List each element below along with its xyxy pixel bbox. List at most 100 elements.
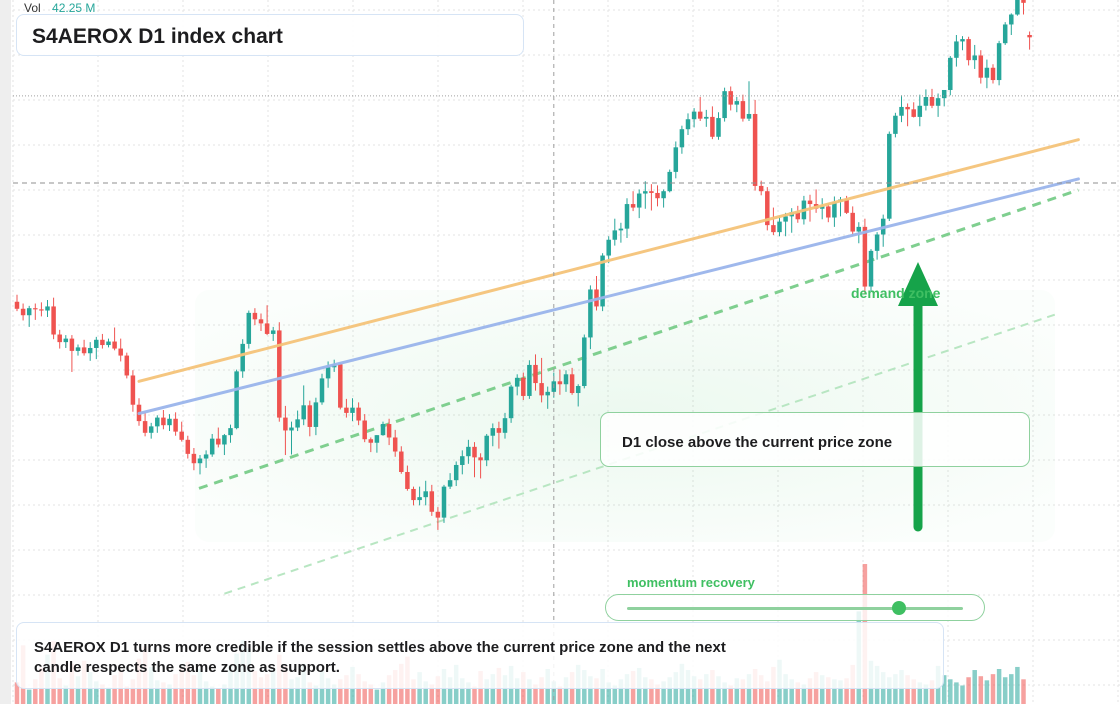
candle-body [740,101,746,119]
volume-bar [539,677,544,704]
volume-bar [124,686,130,704]
note-text: S4AEROX D1 turns more credible if the se… [34,639,726,676]
volume-bar [563,677,569,704]
candle-body [39,309,44,311]
candle-body [508,386,514,419]
candle-body [386,424,392,438]
volume-bar [691,676,697,704]
volume-bar [26,689,32,704]
volume-bar [435,676,441,704]
volume-bar [905,675,910,704]
volume-bar [954,682,959,704]
candle-body [1015,0,1020,15]
volume-bar [960,685,965,704]
candle-body [392,437,398,452]
volume-bar [1015,666,1020,704]
candle-body [935,98,941,106]
volume-bar [765,681,770,704]
volume-bar [893,674,898,704]
momentum-slider-knob[interactable] [892,601,907,615]
candle-body [118,348,123,356]
candle-body [57,334,62,343]
volume-bar [344,675,349,704]
volume-bar [801,684,807,704]
arrow-head [898,262,938,306]
title-panel: S4AEROX D1 index chart [16,14,524,56]
volume-bar [941,675,947,704]
candle-body [514,377,520,387]
candle-body [966,39,971,61]
candle-body [783,216,788,222]
candle-body [1027,35,1032,38]
volume-bar [100,684,105,704]
candle-body [856,226,862,232]
candle-body [246,312,252,344]
volume-bar [155,680,160,704]
candle-body [234,371,239,429]
candle-body [655,192,660,199]
candle-body [697,111,703,119]
volume-bar [331,684,337,704]
candle-body [94,339,99,348]
candle-body [691,111,697,120]
candle-body [484,435,489,461]
candle-body [252,312,258,320]
candle-body [240,343,245,372]
candle-body [582,337,587,386]
candle-body [832,201,837,218]
candle-body [374,435,380,443]
candle-body [368,439,374,443]
candle-body [112,341,117,349]
volume-bar [728,685,733,704]
volume-bar [75,676,81,704]
volume-bar [130,679,136,704]
candle-body [606,239,611,256]
volume-bar [466,682,471,704]
volume-value: 42.25 M [52,1,96,15]
volume-bar [63,685,69,704]
zone-guide-upper [198,188,1079,490]
candle-body [338,364,343,408]
candle-body [612,230,618,240]
candle-body [1021,0,1026,3]
volume-bar [490,674,496,704]
volume-bar [667,677,672,704]
volume-bar [551,681,557,704]
candle-body [301,405,306,420]
volume-bar [380,682,386,704]
candle-body [283,417,288,431]
candle-body [978,55,984,78]
candle-body [429,491,435,512]
volume-bar [795,682,801,704]
candle-body [405,471,410,489]
candle-body [771,225,776,233]
volume-bar [972,670,977,704]
candle-body [734,101,740,105]
demand-zone-layer [195,188,1079,595]
candle-body [600,255,605,307]
candle-body [649,191,654,193]
candle-body [45,306,50,311]
candle-body [356,407,361,421]
candle-body [685,119,691,130]
crosshair [13,0,1120,704]
candle-body [716,118,721,137]
volume-bar [527,679,532,704]
candle-body [51,306,56,335]
volume-bar [374,689,380,704]
candle-body [990,67,996,81]
candle-body [527,364,532,396]
candle-body [618,228,624,231]
volume-bar [33,679,38,704]
volume-bar [948,679,953,704]
candle-body [1002,24,1008,44]
trendline-blue [137,177,1080,415]
volume-bar [661,681,666,704]
candle-body [203,454,209,459]
candle-body [14,301,20,309]
candle-body [435,511,441,518]
momentum-slider-track[interactable] [627,607,963,610]
volume-readout: Vol 42.25 M [24,1,95,15]
candle-body [222,435,227,445]
momentum-slider[interactable] [605,594,985,621]
